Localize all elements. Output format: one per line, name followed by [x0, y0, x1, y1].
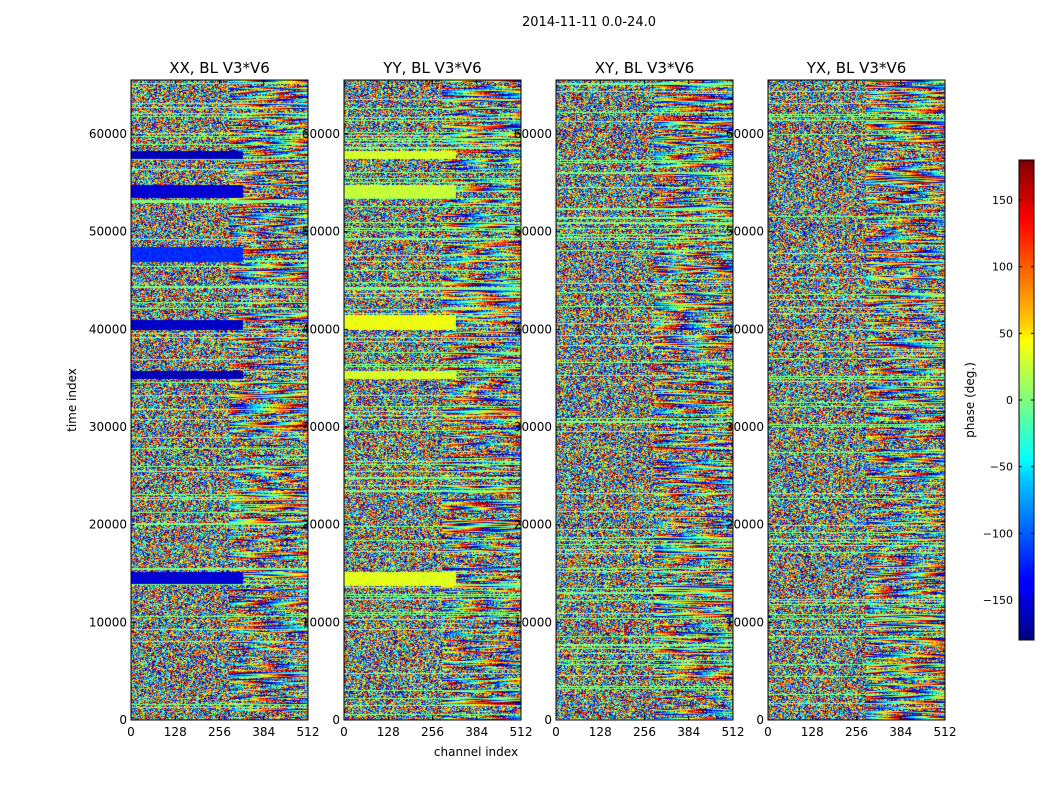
y-tick-label: 30000 — [726, 420, 764, 434]
y-tick-label: 60000 — [302, 127, 340, 141]
x-tick-label: 256 — [208, 725, 231, 739]
panel-yy: YY, BL V3*V6 0 128 256 384 512 0 10000 20000 3000… — [302, 59, 533, 739]
heatmap-image — [556, 80, 733, 720]
colorbar-tick-label: 0 — [1006, 394, 1013, 407]
y-tick-label: 40000 — [514, 322, 552, 336]
panel-yx: YX, BL V3*V6 0 128 256 384 512 0 10000 20000 3000… — [726, 59, 957, 739]
x-axis-label: channel index — [434, 745, 518, 759]
y-tick-label: 10000 — [514, 615, 552, 629]
panel-title: XX, BL V3*V6 — [169, 59, 270, 77]
y-tick-label: 0 — [119, 713, 127, 727]
x-tick-label: 384 — [465, 725, 488, 739]
x-tick-label: 384 — [889, 725, 912, 739]
y-tick-label: 60000 — [89, 127, 127, 141]
y-tick-label: 40000 — [302, 322, 340, 336]
colorbar-tick-label: −50 — [990, 461, 1013, 474]
panel-xx: XX, BL V3*V6 0 128 256 384 512 0 10000 20000 3000… — [89, 59, 320, 739]
colorbar-tick-label: 150 — [992, 194, 1013, 207]
x-tick-label: 0 — [127, 725, 135, 739]
colorbar-label: phase (deg.) — [963, 362, 977, 438]
x-tick-label: 128 — [801, 725, 824, 739]
x-tick-label: 256 — [845, 725, 868, 739]
y-tick-label: 50000 — [514, 225, 552, 239]
y-tick-label: 50000 — [89, 225, 127, 239]
x-tick-label: 0 — [764, 725, 772, 739]
x-tick-label: 512 — [297, 725, 320, 739]
colorbar-tick-label: 50 — [999, 327, 1013, 340]
x-tick-label: 384 — [252, 725, 275, 739]
x-tick-label: 0 — [340, 725, 348, 739]
y-axis-label: time index — [65, 368, 79, 432]
y-tick-label: 10000 — [89, 615, 127, 629]
panel-title: YX, BL V3*V6 — [806, 59, 907, 77]
y-tick-label: 40000 — [726, 322, 764, 336]
y-tick-label: 0 — [332, 713, 340, 727]
y-tick-label: 60000 — [726, 127, 764, 141]
y-tick-label: 10000 — [726, 615, 764, 629]
y-tick-label: 50000 — [726, 225, 764, 239]
figure-suptitle: 2014-11-11 0.0-24.0 — [522, 15, 656, 30]
y-tick-label: 30000 — [302, 420, 340, 434]
x-tick-label: 512 — [722, 725, 745, 739]
y-tick-label: 20000 — [89, 518, 127, 532]
y-tick-label: 20000 — [514, 518, 552, 532]
y-tick-label: 60000 — [514, 127, 552, 141]
colorbar: −150 −100 −50 0 50 100 150 phase (deg.) — [963, 159, 1035, 641]
panel-title: XY, BL V3*V6 — [595, 59, 695, 77]
x-tick-label: 128 — [589, 725, 612, 739]
y-tick-label: 20000 — [726, 518, 764, 532]
colorbar-tick-label: −150 — [983, 594, 1013, 607]
heatmap-image — [344, 80, 521, 720]
x-tick-label: 128 — [377, 725, 400, 739]
x-tick-label: 384 — [677, 725, 700, 739]
y-tick-label: 30000 — [89, 420, 127, 434]
x-tick-label: 0 — [552, 725, 560, 739]
x-tick-label: 256 — [633, 725, 656, 739]
panel-title: YY, BL V3*V6 — [382, 59, 481, 77]
y-tick-label: 50000 — [302, 225, 340, 239]
heatmap-image — [131, 80, 308, 720]
y-tick-label: 0 — [544, 713, 552, 727]
panel-xy: XY, BL V3*V6 0 128 256 384 512 0 10000 20000 3000… — [514, 59, 745, 739]
y-tick-label: 30000 — [514, 420, 552, 434]
x-tick-label: 128 — [164, 725, 187, 739]
x-tick-label: 256 — [421, 725, 444, 739]
colorbar-ticks: −150 −100 −50 0 50 100 150 — [983, 194, 1034, 607]
y-tick-label: 20000 — [302, 518, 340, 532]
colorbar-tick-label: −100 — [983, 527, 1013, 540]
x-tick-label: 512 — [510, 725, 533, 739]
y-tick-label: 40000 — [89, 322, 127, 336]
y-tick-label: 10000 — [302, 615, 340, 629]
y-tick-label: 0 — [756, 713, 764, 727]
x-tick-label: 512 — [934, 725, 957, 739]
heatmap-image — [768, 80, 945, 720]
colorbar-tick-label: 100 — [992, 261, 1013, 274]
